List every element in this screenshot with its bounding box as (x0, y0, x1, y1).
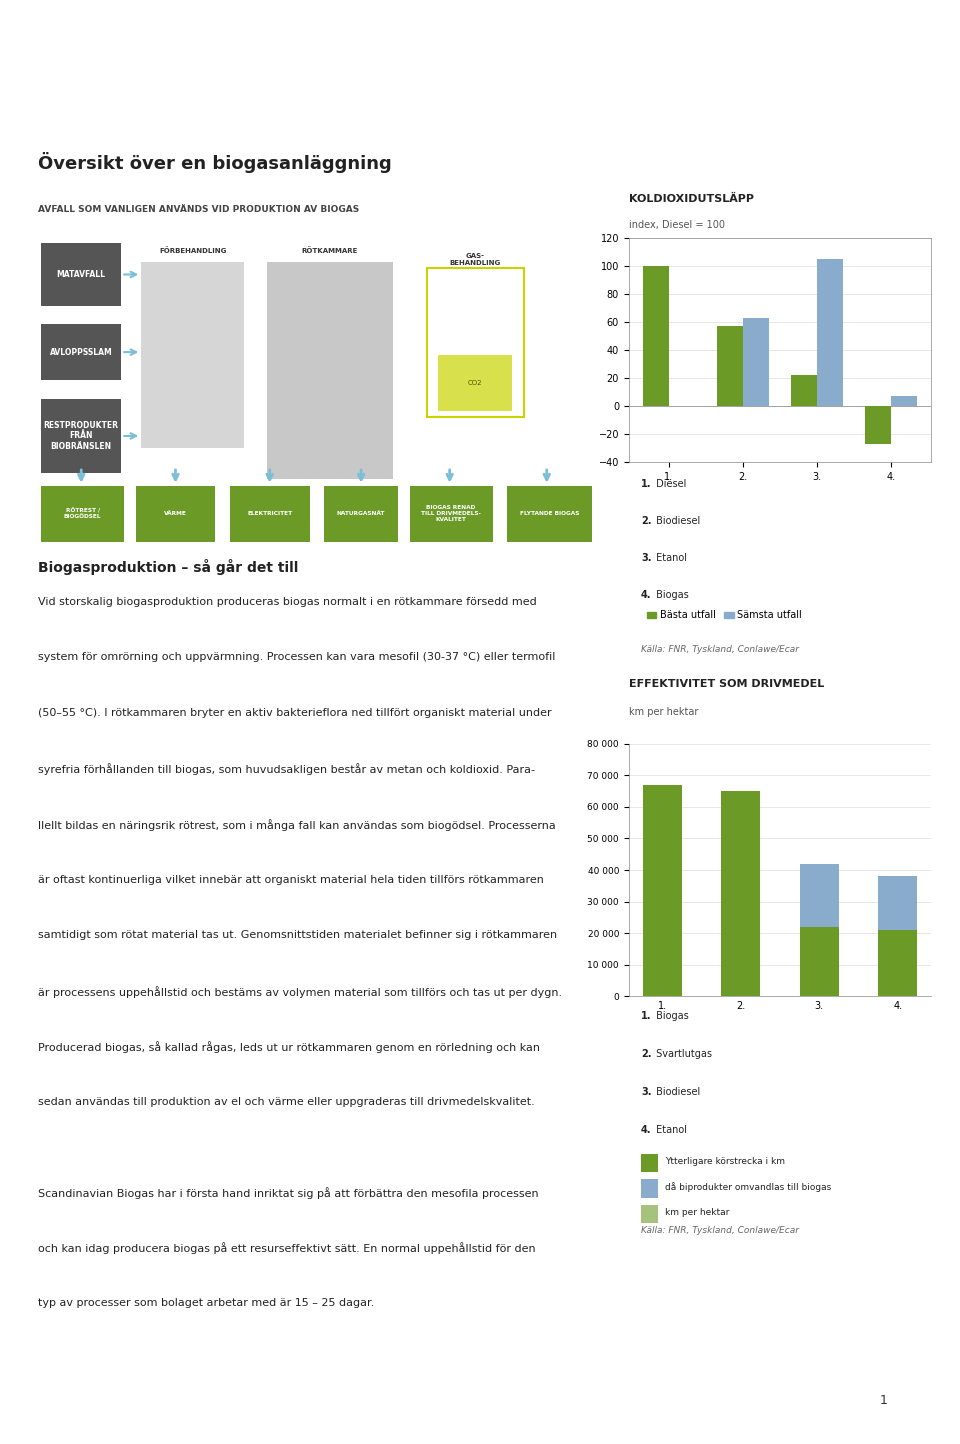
Text: AVLOPPSSLAM: AVLOPPSSLAM (50, 348, 112, 357)
Bar (41, 399, 121, 474)
Text: syrefria förhållanden till biogas, som huvudsakligen består av metan och koldiox: syrefria förhållanden till biogas, som h… (38, 764, 536, 775)
Text: AVFALL SOM VANLIGEN ANVÄNDS VID PRODUKTION AV BIOGAS: AVFALL SOM VANLIGEN ANVÄNDS VID PRODUKTI… (38, 205, 360, 214)
Text: 1.: 1. (641, 479, 652, 490)
Text: är processens uppehållstid och bestäms av volymen material som tillförs och tas : är processens uppehållstid och bestäms a… (38, 986, 563, 998)
Bar (878, 877, 918, 930)
Text: VÄRME: VÄRME (164, 511, 187, 516)
Bar (721, 791, 760, 996)
Bar (866, 406, 892, 443)
Bar (743, 318, 769, 406)
Text: Biogas: Biogas (653, 591, 688, 601)
Bar (507, 485, 592, 542)
Text: 3.: 3. (641, 1087, 652, 1097)
Text: RÖTKAMMARE: RÖTKAMMARE (301, 247, 358, 254)
Bar (642, 784, 682, 996)
Text: KOLDIOXIDUTSLÄPP: KOLDIOXIDUTSLÄPP (629, 193, 754, 204)
Text: sedan användas till produktion av el och värme eller uppgraderas till drivmedels: sedan användas till produktion av el och… (38, 1097, 535, 1106)
Bar (641, 1204, 658, 1223)
Text: 1.: 1. (641, 1011, 652, 1021)
Text: Översikt över en biogasanläggning: Översikt över en biogasanläggning (38, 152, 392, 173)
Text: Scandinavian Biogas Fuels International AB: Scandinavian Biogas Fuels International … (540, 38, 735, 46)
Text: 1: 1 (879, 1393, 887, 1408)
Text: Biodiesel: Biodiesel (653, 516, 700, 526)
Bar (878, 930, 918, 996)
Text: RESTPRODUKTER
FRÅN
BIOBRÄNSLEN: RESTPRODUKTER FRÅN BIOBRÄNSLEN (44, 422, 119, 451)
Text: 2.: 2. (641, 1048, 652, 1058)
Text: Etanol: Etanol (653, 553, 687, 563)
Text: Biogasproduktion – så går det till: Biogasproduktion – så går det till (38, 559, 299, 575)
Bar (427, 269, 524, 417)
Text: km per hektar: km per hektar (629, 706, 698, 716)
Bar (141, 263, 244, 448)
Text: då biprodukter omvandlas till biogas: då biprodukter omvandlas till biogas (665, 1183, 831, 1193)
Text: är oftast kontinuerliga vilket innebär att organiskt material hela tiden tillför: är oftast kontinuerliga vilket innebär a… (38, 875, 544, 885)
Bar (791, 375, 817, 406)
Text: Svartlutgas: Svartlutgas (653, 1048, 712, 1058)
Text: GAS-
BEHANDLING: GAS- BEHANDLING (449, 253, 501, 266)
Bar (800, 927, 839, 996)
Text: index, Diesel = 100: index, Diesel = 100 (629, 219, 725, 230)
Text: FLYTANDE BIOGAS: FLYTANDE BIOGAS (520, 511, 579, 516)
Text: Diesel: Diesel (653, 479, 686, 490)
Bar (324, 485, 398, 542)
Text: 4.: 4. (641, 1125, 652, 1135)
Text: samtidigt som rötat material tas ut. Genomsnittstiden materialet befinner sig i : samtidigt som rötat material tas ut. Gen… (38, 930, 558, 940)
Bar (41, 323, 121, 380)
Text: 4.: 4. (641, 591, 652, 601)
Text: Scandinavian Biogas har i första hand inriktat sig på att förbättra den mesofila: Scandinavian Biogas har i första hand in… (38, 1187, 539, 1199)
Text: (50–55 °C). I rötkammaren bryter en aktiv bakterieflora ned tillfört organiskt m: (50–55 °C). I rötkammaren bryter en akti… (38, 708, 552, 718)
Bar (641, 1180, 658, 1197)
Text: Källa: FNR, Tyskland, Conlawe/Ecar: Källa: FNR, Tyskland, Conlawe/Ecar (641, 1226, 799, 1235)
Bar (267, 263, 393, 479)
Text: MATAVFALL: MATAVFALL (57, 270, 106, 279)
Text: och kan idag producera biogas på ett resurseffektivt sätt. En normal uppehållsti: och kan idag producera biogas på ett res… (38, 1242, 536, 1253)
Text: Ytterligare körstrecka i km: Ytterligare körstrecka i km (665, 1157, 785, 1167)
Text: system för omrörning och uppvärmning. Processen kan vara mesofil (30-37 °C) elle: system för omrörning och uppvärmning. Pr… (38, 653, 556, 663)
Text: FÖRBEHANDLING: FÖRBEHANDLING (159, 247, 227, 254)
Bar (410, 485, 492, 542)
Text: ÅRSREDOVISNING 2010: ÅRSREDOVISNING 2010 (540, 13, 677, 23)
Text: Etanol: Etanol (653, 1125, 687, 1135)
Legend: Bästa utfall, Sämsta utfall: Bästa utfall, Sämsta utfall (643, 606, 806, 624)
Text: Biodiesel: Biodiesel (653, 1087, 700, 1097)
Text: 2.: 2. (641, 516, 652, 526)
Text: CO2: CO2 (468, 380, 483, 386)
Text: BIOGAS RENAD
TILL DRIVMEDELS-
KVALITET: BIOGAS RENAD TILL DRIVMEDELS- KVALITET (421, 505, 481, 521)
Bar (438, 355, 513, 412)
Text: Biogas: Biogas (653, 1011, 688, 1021)
Text: Vid storskalig biogasproduktion produceras biogas normalt i en rötkammare försed: Vid storskalig biogasproduktion producer… (38, 596, 538, 606)
Text: typ av processer som bolaget arbetar med är 15 – 25 dagar.: typ av processer som bolaget arbetar med… (38, 1298, 374, 1308)
Bar (800, 864, 839, 927)
Bar (229, 485, 310, 542)
Text: NATURGASNÄT: NATURGASNÄT (337, 511, 385, 516)
Text: EFFEKTIVITET SOM DRIVMEDEL: EFFEKTIVITET SOM DRIVMEDEL (629, 679, 824, 689)
Text: km per hektar: km per hektar (665, 1209, 730, 1217)
Bar (892, 396, 918, 406)
Bar (41, 244, 121, 306)
Bar (642, 266, 668, 406)
Text: ELEKTRICITET: ELEKTRICITET (247, 511, 292, 516)
Text: Källa: FNR, Tyskland, Conlawe/Ecar: Källa: FNR, Tyskland, Conlawe/Ecar (641, 645, 799, 654)
Bar (817, 260, 843, 406)
Text: llellt bildas en näringsrik rötrest, som i många fall kan användas som biogödsel: llellt bildas en näringsrik rötrest, som… (38, 819, 556, 830)
Bar (641, 1154, 658, 1173)
Bar (41, 485, 124, 542)
Bar (717, 326, 743, 406)
Text: RÖTREST /
BIOGÖDSEL: RÖTREST / BIOGÖDSEL (64, 508, 102, 520)
Text: Producerad biogas, så kallad rågas, leds ut ur rötkammaren genom en rörledning o: Producerad biogas, så kallad rågas, leds… (38, 1041, 540, 1053)
Bar (135, 485, 215, 542)
Text: 3.: 3. (641, 553, 652, 563)
